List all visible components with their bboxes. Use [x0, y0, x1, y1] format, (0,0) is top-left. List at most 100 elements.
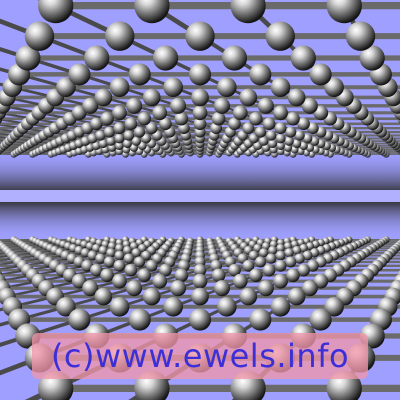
carbon-atom	[285, 126, 297, 138]
carbon-atom	[185, 21, 215, 51]
carbon-atom	[174, 268, 189, 283]
carbon-atom	[38, 0, 74, 24]
carbon-atom	[265, 253, 277, 264]
carbon-atom	[309, 308, 332, 331]
carbon-atom	[191, 88, 209, 107]
carbon-atom	[305, 242, 315, 251]
carbon-atom	[115, 141, 124, 151]
watermark: (c)www.ewels.info	[32, 333, 368, 379]
carbon-atom	[253, 141, 262, 151]
carbon-atom	[287, 287, 306, 306]
carbon-atom	[115, 243, 124, 253]
carbon-atom	[90, 263, 103, 277]
carbon-atom	[249, 308, 272, 331]
carbon-atom	[113, 259, 126, 272]
carbon-atom	[124, 117, 138, 131]
carbon-atom	[211, 268, 226, 283]
carbon-atom	[81, 122, 94, 135]
carbon-atom	[273, 105, 288, 121]
carbon-atom	[286, 111, 300, 126]
carbon-atom	[141, 133, 152, 144]
carbon-atom	[84, 45, 110, 71]
carbon-atom	[138, 243, 147, 253]
carbon-atom	[274, 259, 287, 272]
carbon-atom	[268, 245, 278, 255]
carbon-atom	[299, 243, 308, 253]
carbon-atom	[285, 256, 297, 268]
carbon-atom	[134, 126, 146, 138]
carbon-atom	[95, 253, 106, 264]
carbon-atom	[123, 130, 135, 141]
carbon-atom	[299, 141, 308, 151]
carbon-atom	[287, 88, 306, 107]
carbon-atom	[152, 105, 168, 121]
carbon-atom	[301, 97, 318, 114]
carbon-atom	[82, 97, 99, 114]
carbon-atom	[232, 273, 248, 289]
carbon-atom	[262, 263, 276, 277]
carbon-atom	[113, 122, 126, 135]
carbon-atom	[95, 130, 106, 141]
carbon-atom	[305, 143, 315, 152]
carbon-atom	[192, 273, 208, 289]
carbon-atom	[90, 117, 103, 131]
carbon-atom	[242, 122, 255, 135]
carbon-atom	[294, 253, 305, 264]
carbon-atom	[297, 263, 310, 277]
carbon-atom	[134, 256, 146, 268]
carbon-atom	[169, 280, 187, 297]
carbon-atom	[122, 245, 132, 255]
carbon-atom	[276, 141, 285, 151]
carbon-atom	[138, 141, 147, 151]
carbon-atom	[142, 287, 161, 306]
carbon-atom	[254, 126, 266, 138]
carbon-atom	[326, 0, 362, 24]
carbon-atom	[24, 21, 55, 51]
carbon-atom	[92, 243, 101, 253]
carbon-atom	[109, 77, 130, 98]
carbon-atom	[163, 77, 184, 98]
carbon-atom	[262, 117, 276, 131]
carbon-atom	[128, 308, 151, 331]
carbon-atom	[302, 133, 313, 144]
carbon-atom	[290, 45, 316, 71]
carbon-atom	[134, 0, 170, 24]
carbon-atom	[137, 111, 152, 126]
upper-sheet-horizon	[0, 150, 400, 192]
carbon-atom	[152, 273, 168, 289]
bond	[24, 385, 57, 400]
carbon-atom	[85, 143, 95, 152]
carbon-atom	[345, 21, 376, 51]
carbon-atom	[268, 139, 278, 149]
watermark-text: (c)www.ewels.info	[50, 337, 350, 375]
carbon-atom	[359, 45, 385, 71]
carbon-atom	[107, 143, 117, 152]
carbon-atom	[126, 280, 143, 297]
carbon-atom	[257, 280, 274, 297]
carbon-atom	[122, 139, 132, 149]
carbon-atom	[128, 63, 151, 86]
carbon-atom	[98, 245, 108, 255]
carbon-atom	[94, 88, 113, 107]
carbon-atom	[137, 268, 152, 283]
carbon-atom	[193, 117, 207, 131]
carbon-atom	[265, 130, 277, 141]
carbon-atom	[253, 243, 262, 253]
carbon-atom	[106, 136, 116, 146]
carbon-atom	[309, 63, 332, 86]
carbon-atom	[273, 273, 288, 289]
carbon-atom	[124, 263, 138, 277]
carbon-atom	[81, 259, 94, 272]
carbon-atom	[275, 133, 286, 144]
carbon-atom	[270, 77, 291, 98]
carbon-atom	[87, 133, 98, 144]
carbon-atom	[249, 63, 272, 86]
carbon-atom	[114, 250, 125, 261]
carbon-atom	[56, 77, 76, 98]
carbon-atom	[248, 133, 259, 144]
carbon-atom	[257, 97, 274, 114]
carbon-atom	[213, 280, 231, 297]
carbon-atom	[82, 280, 99, 297]
carbon-atom	[169, 97, 187, 114]
carbon-atom	[103, 256, 115, 268]
